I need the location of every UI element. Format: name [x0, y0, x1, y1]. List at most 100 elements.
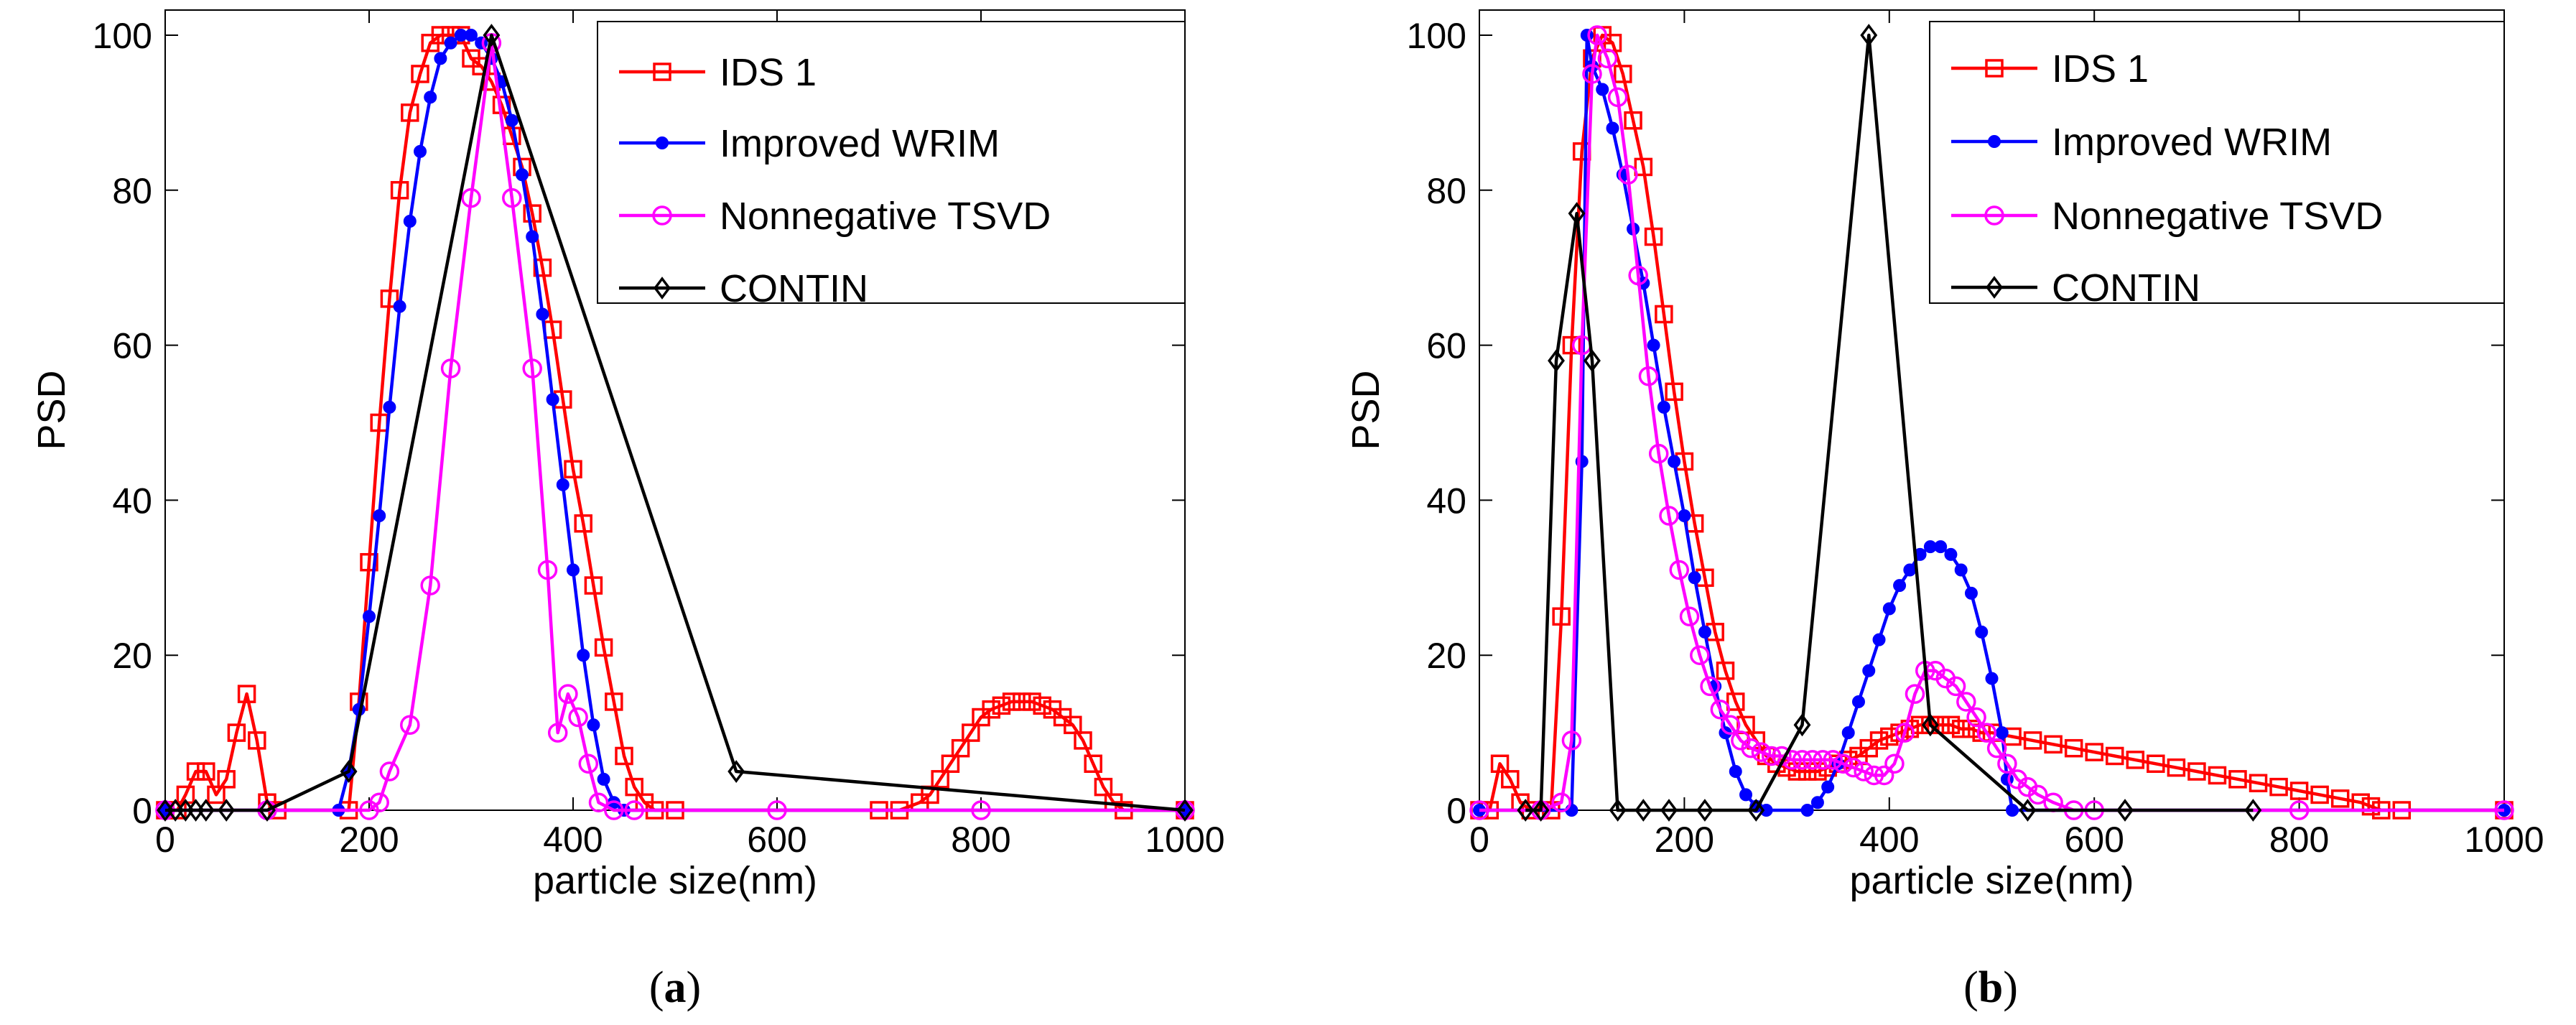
data-point-dot: [597, 772, 610, 786]
data-point-diamond: [2019, 799, 2037, 822]
data-point-circle: [2027, 784, 2048, 805]
data-point-square: [227, 723, 246, 742]
data-point-dot: [516, 168, 529, 182]
x-tick-label: 200: [1655, 820, 1714, 860]
data-point-circle: [1833, 753, 1854, 774]
data-point-dot: [465, 29, 478, 42]
data-point-dot: [1668, 455, 1681, 468]
data-point-square: [2187, 762, 2206, 781]
data-point-square: [625, 777, 643, 797]
data-point-circle: [1469, 800, 1489, 820]
data-point-dot: [373, 509, 386, 522]
data-point-circle: [1966, 707, 1986, 728]
data-point-circle: [522, 358, 542, 379]
data-point-square: [2269, 777, 2288, 797]
data-point-square: [1023, 692, 1041, 711]
x-tick-label: 0: [155, 820, 175, 860]
data-point-circle: [537, 560, 558, 580]
data-point-circle: [1984, 205, 2004, 226]
data-point-square: [951, 738, 970, 758]
data-point-square: [1808, 762, 1827, 781]
data-point-square: [2330, 789, 2350, 808]
caption-close: ): [687, 963, 702, 1012]
data-point-dot: [414, 144, 427, 158]
data-point-square: [2126, 751, 2145, 769]
x-tick-label: 400: [543, 820, 603, 860]
data-point-circle: [461, 187, 481, 208]
data-point-square: [1013, 692, 1031, 711]
data-point-dot: [505, 113, 519, 127]
data-point-diamond: [197, 799, 215, 822]
data-point-dot: [1893, 579, 1907, 593]
data-point-dot: [556, 478, 569, 491]
data-point-circle: [1700, 676, 1720, 697]
data-point-square: [2167, 758, 2186, 777]
data-point-dot: [1606, 121, 1619, 135]
data-point-circle: [1561, 731, 1582, 751]
data-point-circle: [379, 761, 400, 781]
data-point-dot: [383, 400, 396, 414]
data-point-dot: [363, 610, 376, 623]
caption-letter: a: [664, 963, 687, 1012]
data-point-square: [931, 770, 949, 789]
data-point-circle: [1905, 684, 1925, 704]
series-line: [165, 41, 1185, 812]
legend-entry: IDS 1: [1951, 47, 2149, 91]
legend-label: Nonnegative TSVD: [2052, 195, 2383, 238]
x-tick-label: 800: [2269, 820, 2329, 860]
data-point-square: [2085, 743, 2103, 761]
legend: IDS 1 Improved WRIM Nonnegative TSVD CONTIN: [597, 21, 1186, 310]
data-point-dot: [1995, 726, 2009, 740]
data-point-square: [2023, 731, 2042, 750]
data-point-dot: [1903, 563, 1917, 577]
data-point-dot: [403, 214, 417, 228]
data-point-dot: [1698, 625, 1711, 639]
data-point-square: [390, 181, 409, 200]
data-point-circle: [369, 792, 389, 812]
data-point-square: [605, 692, 623, 711]
data-point-square: [1624, 111, 1642, 130]
data-point-square: [1094, 777, 1113, 797]
data-point-dot: [1729, 765, 1742, 779]
data-point-square: [431, 26, 450, 45]
data-point-dot: [1841, 726, 1855, 740]
data-point-dot: [1596, 83, 1609, 96]
data-point-square: [411, 65, 429, 83]
data-point-diamond: [1568, 202, 1586, 226]
data-point-dot: [424, 91, 437, 104]
data-point-square: [615, 746, 633, 766]
data-point-diamond: [1609, 799, 1627, 822]
data-point-circle: [502, 187, 522, 208]
panel-caption: (a): [649, 963, 701, 1012]
data-point-square: [237, 685, 256, 703]
data-point-dot: [1872, 633, 1886, 646]
data-point-square: [1002, 692, 1021, 711]
legend-label: IDS 1: [2052, 47, 2149, 91]
data-point-square: [248, 731, 266, 750]
data-point-dot: [577, 649, 590, 662]
data-point-square: [594, 638, 613, 657]
data-point-diamond: [727, 760, 745, 783]
chart-panel-b: 0 200 400 600 800 1000 0 20 40 60 80 100 particle si…: [1344, 9, 2544, 902]
caption-open: (: [649, 963, 664, 1012]
data-point-circle: [568, 707, 588, 728]
data-point-circle: [1792, 750, 1813, 770]
data-point-square: [1614, 65, 1632, 83]
data-point-circle: [1710, 699, 1731, 720]
data-point-diamond: [1584, 349, 1601, 373]
legend-label: Improved WRIM: [2052, 121, 2332, 164]
legend-label: Improved WRIM: [720, 122, 1000, 165]
data-point-square: [2064, 738, 2083, 758]
legend-label: IDS 1: [720, 51, 817, 94]
data-point-square: [982, 700, 1000, 719]
y-tick-label: 60: [1426, 326, 1466, 366]
data-point-circle: [2289, 800, 2310, 820]
x-tick-label: 600: [747, 820, 806, 860]
data-point-circle: [1618, 164, 1638, 185]
data-point-diamond: [1660, 799, 1678, 822]
data-point-circle: [1551, 792, 1571, 812]
data-point-circle: [604, 800, 624, 820]
series-line: [1525, 33, 2254, 812]
data-point-dot: [444, 36, 457, 50]
